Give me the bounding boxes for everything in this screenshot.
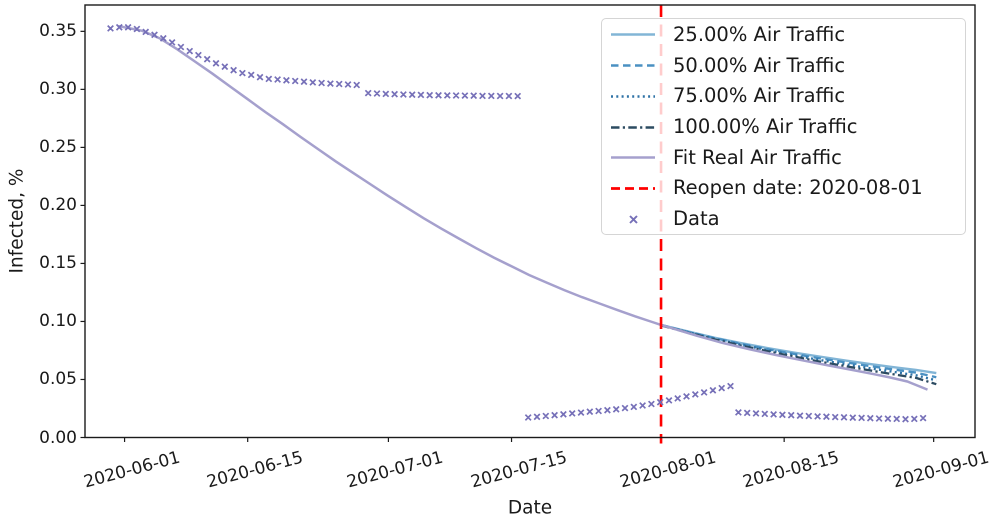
y-tick-label: 0.10	[39, 311, 77, 332]
series-line-100-00-air-traffic	[660, 324, 937, 386]
legend-line-swatch	[611, 95, 655, 98]
legend-item-label: 100.00% Air Traffic	[673, 115, 858, 138]
y-tick-label: 0.05	[39, 369, 77, 390]
legend-item-fit-real-air-traffic: Fit Real Air Traffic	[609, 142, 965, 173]
legend-item-label: 75.00% Air Traffic	[673, 84, 846, 108]
legend-item-label: Fit Real Air Traffic	[673, 145, 842, 169]
series-line-75-00-air-traffic	[660, 324, 937, 382]
y-tick-label: 0.35	[39, 21, 77, 42]
legend-item-label: Data	[673, 207, 720, 231]
legend-item-50-00-air-traffic: 50.00% Air Traffic	[609, 50, 965, 81]
legend-item-25-00-air-traffic: 25.00% Air Traffic	[609, 19, 965, 50]
y-tick-label: 0.15	[39, 253, 77, 274]
series-line-fit-real-air-traffic	[118, 24, 928, 391]
series-group	[118, 24, 937, 391]
data-scatter-markers	[107, 23, 927, 423]
legend-item-data: Data	[609, 203, 965, 234]
legend-item-label: 25.00% Air Traffic	[673, 22, 846, 46]
y-tick-label: 0.25	[39, 137, 77, 158]
legend-item-reopen-date-2020-08-01: Reopen date: 2020-08-01	[609, 173, 965, 204]
plot-frame	[84, 4, 976, 439]
legend-item-100-00-air-traffic: 100.00% Air Traffic	[609, 111, 965, 142]
legend-item-75-00-air-traffic: 75.00% Air Traffic	[609, 80, 965, 111]
legend-line-swatch	[611, 156, 655, 159]
series-line-25-00-air-traffic	[660, 323, 937, 375]
legend-item-label: Reopen date: 2020-08-01	[673, 176, 923, 200]
legend-line-swatch	[611, 33, 655, 37]
legend-item-label: 50.00% Air Traffic	[673, 53, 846, 77]
legend-line-swatch	[611, 187, 655, 190]
x-axis-label: Date	[507, 497, 553, 519]
y-tick-label: 0.30	[39, 79, 77, 100]
legend-line-swatch	[611, 64, 655, 67]
legend-marker-swatch	[629, 214, 638, 224]
legend: 25.00% Air Traffic 50.00% Air Traffic 75.0…	[601, 18, 966, 235]
y-tick-label: 0.00	[39, 427, 77, 448]
y-tick-label: 0.20	[39, 195, 77, 216]
y-axis-label: Infected, %	[6, 168, 28, 274]
series-line-50-00-air-traffic	[660, 323, 937, 379]
legend-line-swatch	[611, 125, 655, 129]
